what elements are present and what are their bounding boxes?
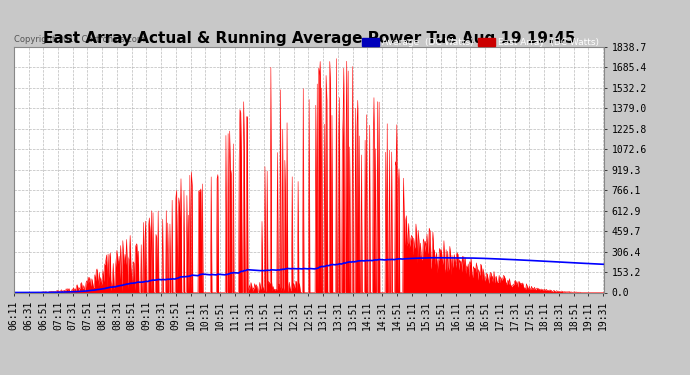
Text: Copyright 2014 Cartronics.com: Copyright 2014 Cartronics.com (14, 35, 146, 44)
Title: East Array Actual & Running Average Power Tue Aug 19 19:45: East Array Actual & Running Average Powe… (43, 31, 575, 46)
Legend: Average  (DC Watts), East Array  (DC Watts): Average (DC Watts), East Array (DC Watts… (362, 38, 599, 47)
